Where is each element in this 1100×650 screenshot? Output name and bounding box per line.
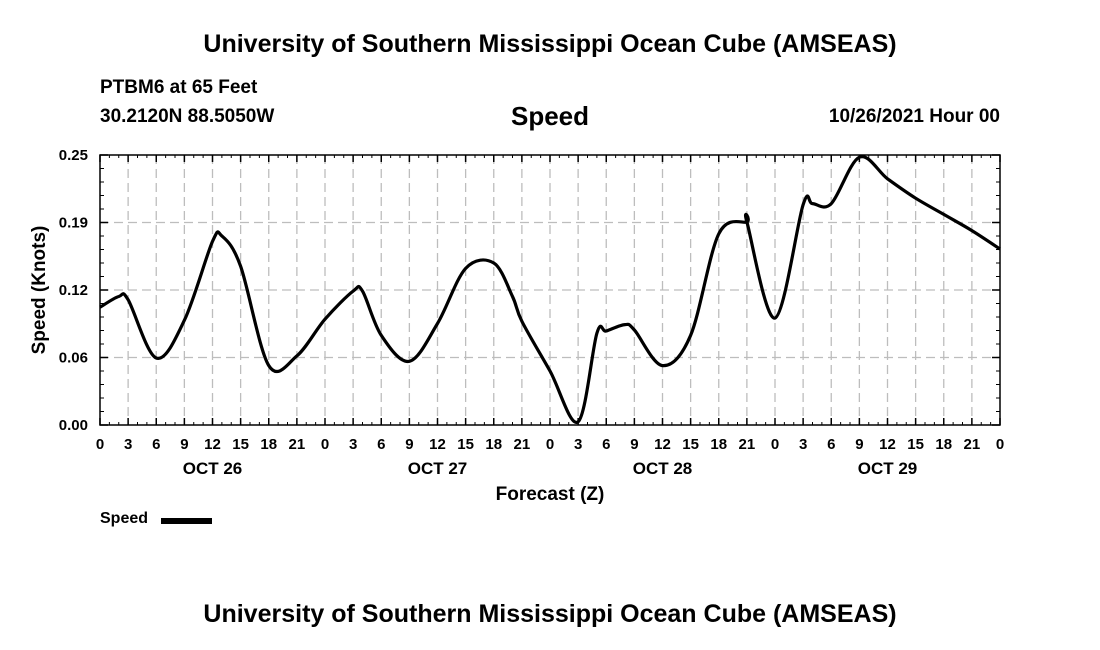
- x-tick-label: 0: [771, 436, 779, 453]
- x-tick-label: 18: [710, 436, 727, 453]
- grid: [100, 155, 1000, 425]
- axis-labels: 0 3 6 9 12 15 18 21 0 3 6 9 12 15 18 21 0 3 6 9 12 15 18 21 0 3 6 9…: [59, 147, 1004, 478]
- x-tick-label: 18: [260, 436, 277, 453]
- x-tick-label: 12: [654, 436, 671, 453]
- x-tick-label: 0: [321, 436, 329, 453]
- x-tick-label: 3: [124, 436, 132, 453]
- x-tick-label: 0: [996, 436, 1004, 453]
- x-tick-label: 18: [935, 436, 952, 453]
- x-tick-label: 15: [232, 436, 249, 453]
- day-label: OCT 28: [633, 459, 693, 478]
- x-tick-label: 6: [602, 436, 610, 453]
- legend-line-swatch: [161, 518, 212, 524]
- y-tick-label: 0.19: [59, 215, 88, 232]
- chart-title: Speed: [510, 101, 590, 131]
- x-tick-label: 15: [457, 436, 474, 453]
- x-tick-label: 21: [514, 436, 531, 453]
- speed-series-line: [99, 155, 1001, 424]
- x-tick-label: 9: [855, 436, 863, 453]
- y-tick-label: 0.25: [59, 147, 88, 164]
- y-axis-title: Speed (Knots): [29, 226, 50, 355]
- x-tick-label: 9: [630, 436, 638, 453]
- y-tick-label: 0.12: [59, 282, 88, 299]
- issued-time-label: 10/26/2021 Hour 00: [828, 106, 1000, 127]
- legend-label: Speed: [100, 510, 149, 527]
- x-tick-label: 0: [96, 436, 104, 453]
- x-tick-label: 21: [739, 436, 756, 453]
- coordinates-label: 30.2120N 88.5050W: [100, 106, 275, 127]
- y-tick-label: 0.06: [59, 350, 88, 367]
- day-label: OCT 26: [183, 459, 243, 478]
- x-tick-label: 18: [485, 436, 502, 453]
- x-tick-label: 6: [152, 436, 160, 453]
- x-tick-label: 3: [574, 436, 582, 453]
- x-tick-label: 9: [180, 436, 188, 453]
- x-tick-label: 12: [204, 436, 221, 453]
- x-tick-label: 9: [405, 436, 413, 453]
- x-tick-label: 15: [907, 436, 924, 453]
- x-tick-label: 15: [682, 436, 699, 453]
- main-title: University of Southern Mississippi Ocean…: [203, 30, 897, 58]
- x-tick-label: 12: [429, 436, 446, 453]
- x-tick-label: 3: [349, 436, 357, 453]
- plot-frame: [99, 154, 1001, 426]
- x-axis-title: Forecast (Z): [496, 484, 605, 505]
- footer-title: University of Southern Mississippi Ocean…: [203, 600, 897, 628]
- x-tick-label: 0: [546, 436, 554, 453]
- station-label: PTBM6 at 65 Feet: [100, 77, 258, 98]
- x-tick-label: 12: [879, 436, 896, 453]
- x-tick-label: 3: [799, 436, 807, 453]
- y-tick-label: 0.00: [59, 417, 88, 434]
- x-tick-label: 6: [377, 436, 385, 453]
- x-tick-label: 6: [827, 436, 835, 453]
- x-tick-label: 21: [289, 436, 306, 453]
- x-tick-label: 21: [964, 436, 981, 453]
- day-label: OCT 27: [408, 459, 468, 478]
- day-label: OCT 29: [858, 459, 918, 478]
